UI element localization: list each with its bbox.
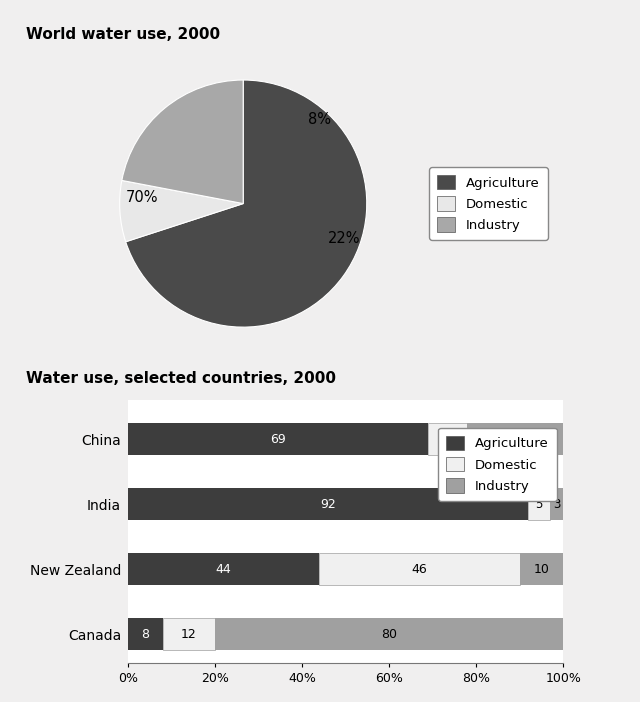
Bar (128, 488, 529, 520)
Wedge shape (125, 80, 367, 327)
Bar (550, 488, 563, 520)
Bar (128, 423, 428, 456)
Text: 22: 22 (508, 432, 524, 446)
Text: 8%: 8% (308, 112, 332, 127)
Text: 5: 5 (536, 498, 543, 510)
Text: Water use, selected countries, 2000: Water use, selected countries, 2000 (26, 371, 335, 385)
Bar (128, 553, 319, 585)
Text: 80: 80 (381, 628, 397, 641)
Bar (319, 553, 520, 585)
Text: 8: 8 (141, 628, 149, 641)
Text: 46: 46 (412, 562, 428, 576)
Wedge shape (120, 180, 243, 241)
Legend: Agriculture, Domestic, Industry: Agriculture, Domestic, Industry (429, 167, 548, 240)
Text: 22%: 22% (328, 231, 361, 246)
Bar (128, 618, 163, 650)
Text: 92: 92 (320, 498, 336, 510)
Wedge shape (122, 80, 243, 204)
Text: 70%: 70% (125, 190, 158, 205)
Text: 44: 44 (216, 562, 232, 576)
Bar (215, 618, 563, 650)
Bar (428, 423, 467, 456)
Bar (520, 553, 563, 585)
Text: 9: 9 (444, 432, 452, 446)
Text: 3: 3 (553, 498, 561, 510)
Bar (529, 488, 550, 520)
Text: 12: 12 (181, 628, 197, 641)
Legend: Agriculture, Domestic, Industry: Agriculture, Domestic, Industry (438, 428, 557, 501)
Bar (163, 618, 215, 650)
Text: World water use, 2000: World water use, 2000 (26, 27, 220, 41)
Text: 69: 69 (270, 432, 286, 446)
Text: 10: 10 (534, 562, 549, 576)
Bar (467, 423, 563, 456)
